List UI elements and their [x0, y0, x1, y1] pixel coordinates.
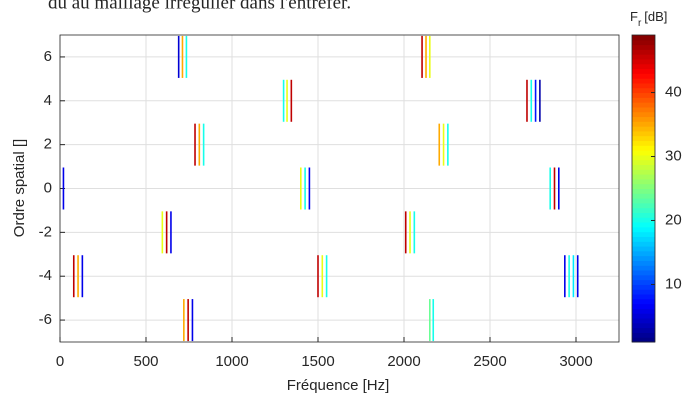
y-tick-label: 2 [44, 136, 52, 153]
colorbar-cell [632, 92, 655, 98]
colorbar-cell [632, 279, 655, 285]
colorbar-cell [632, 68, 655, 74]
colorbar-tick-label: 20 [665, 211, 682, 228]
colorbar-cell [632, 274, 655, 281]
colorbar-cell [632, 284, 655, 290]
colorbar-cell [632, 318, 655, 324]
colorbar-cell [632, 322, 655, 329]
colorbar-cell [632, 150, 655, 156]
colorbar-cell [632, 246, 655, 252]
x-tick-label: 1000 [215, 353, 248, 370]
colorbar-cell [632, 49, 655, 55]
colorbar-cell [632, 289, 655, 295]
colorbar-cell [632, 188, 655, 194]
colorbar-cell [632, 44, 655, 50]
colorbar-cell [632, 178, 655, 185]
colorbar-cell [632, 87, 655, 94]
colorbar-cell [632, 58, 655, 65]
colorbar-cell [632, 121, 655, 127]
colorbar-cell [632, 231, 655, 237]
y-tick-label: 4 [44, 92, 52, 109]
colorbar-cell [632, 198, 655, 204]
x-tick-label: 3000 [559, 353, 592, 370]
colorbar-tick-label: 10 [665, 275, 682, 292]
colorbar-cell [632, 174, 655, 180]
x-tick-label: 2500 [473, 353, 506, 370]
colorbar-cell [632, 207, 655, 213]
caption: dû au maillage irrégulier dans l'entrefe… [48, 0, 351, 13]
x-axis-label: Fréquence [Hz] [287, 377, 390, 394]
colorbar-cell [632, 130, 655, 137]
y-tick-label: 6 [44, 48, 52, 65]
colorbar-cell [632, 202, 655, 209]
colorbar-cell [632, 222, 655, 228]
colorbar-cell [632, 116, 655, 122]
colorbar-label: Fr [dB] [630, 9, 667, 28]
colorbar-cell [632, 135, 655, 142]
colorbar-cell [632, 270, 655, 276]
y-tick-label: -2 [39, 223, 52, 240]
colorbar-cell [632, 260, 655, 266]
colorbar-label-sub: r [638, 18, 642, 29]
colorbar-cell [632, 82, 655, 89]
colorbar-cell [632, 39, 655, 46]
y-tick-label: -4 [39, 267, 52, 284]
colorbar-cell [632, 102, 655, 108]
colorbar-cell [632, 140, 655, 146]
axes-box [59, 34, 620, 343]
colorbar-cell [632, 212, 655, 218]
colorbar-cell [632, 35, 655, 41]
colorbar-cell [632, 183, 655, 189]
colorbar-box [631, 34, 656, 343]
colorbar-label-main: F [630, 9, 638, 24]
colorbar-cell [632, 303, 655, 309]
colorbar-cell [632, 106, 655, 113]
colorbar-cell [632, 337, 655, 343]
colorbar-label-unit: [dB] [644, 9, 667, 24]
y-tick-label: 0 [44, 179, 52, 196]
colorbar-cell [632, 217, 655, 223]
colorbar-cell [632, 126, 655, 132]
colorbar-cell [632, 265, 655, 271]
colorbar-cell [632, 164, 655, 170]
colorbar-cell [632, 154, 655, 161]
colorbar-cell [632, 313, 655, 319]
colorbar-cell [632, 193, 655, 199]
colorbar-cell [632, 294, 655, 300]
x-tick-label: 2000 [387, 353, 420, 370]
colorbar-cell [632, 327, 655, 333]
colorbar-cell [632, 298, 655, 305]
colorbar-cell [632, 97, 655, 103]
x-tick-label: 1500 [301, 353, 334, 370]
y-axis-label: Ordre spatial [] [11, 139, 28, 237]
colorbar-cell [632, 145, 655, 151]
colorbar-tick-label: 40 [665, 84, 682, 101]
colorbar-cell [632, 308, 655, 314]
colorbar-cell [632, 236, 655, 242]
colorbar-tick-label: 30 [665, 147, 682, 164]
colorbar-cell [632, 78, 655, 84]
colorbar-cell [632, 111, 655, 118]
x-tick-label: 0 [56, 353, 64, 370]
x-tick-label: 500 [133, 353, 158, 370]
colorbar-cell [632, 169, 655, 175]
colorbar-cell [632, 250, 655, 257]
colorbar-cell [632, 63, 655, 70]
colorbar-cell [632, 241, 655, 247]
colorbar-cell [632, 226, 655, 233]
colorbar-cell [632, 73, 655, 79]
colorbar-cell [632, 255, 655, 261]
colorbar-cell [632, 54, 655, 60]
y-tick-label: -6 [39, 311, 52, 328]
colorbar-cell [632, 332, 655, 338]
colorbar-cell [632, 159, 655, 166]
